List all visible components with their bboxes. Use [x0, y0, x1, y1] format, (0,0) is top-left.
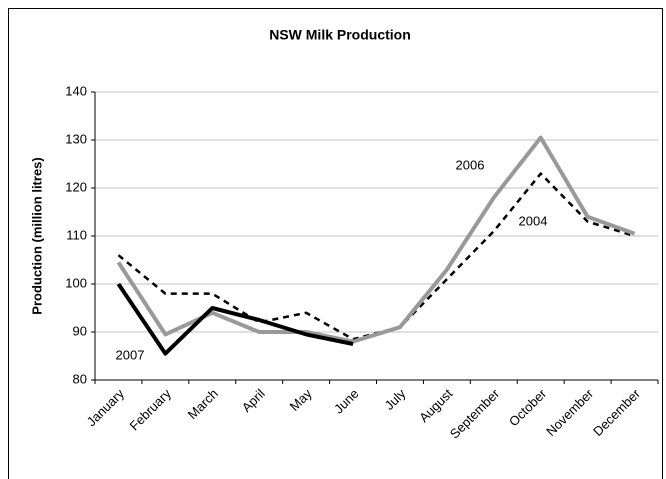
y-tick-label: 130: [65, 131, 87, 146]
chart-border: [8, 8, 663, 479]
y-tick-label: 80: [73, 371, 87, 386]
y-axis-title: Production (million litres): [29, 157, 44, 314]
series-line: [116, 282, 354, 356]
series-label: 2007: [116, 347, 145, 362]
chart-title: NSW Milk Production: [269, 27, 411, 43]
y-tick-label: 110: [66, 227, 87, 242]
y-tick-label: 140: [65, 83, 87, 98]
y-tick-label: 100: [65, 275, 87, 290]
y-tick-label: 90: [73, 323, 87, 338]
y-tick-label: 120: [65, 179, 87, 194]
series-label: 2006: [456, 157, 485, 172]
series-label: 2004: [519, 213, 548, 228]
